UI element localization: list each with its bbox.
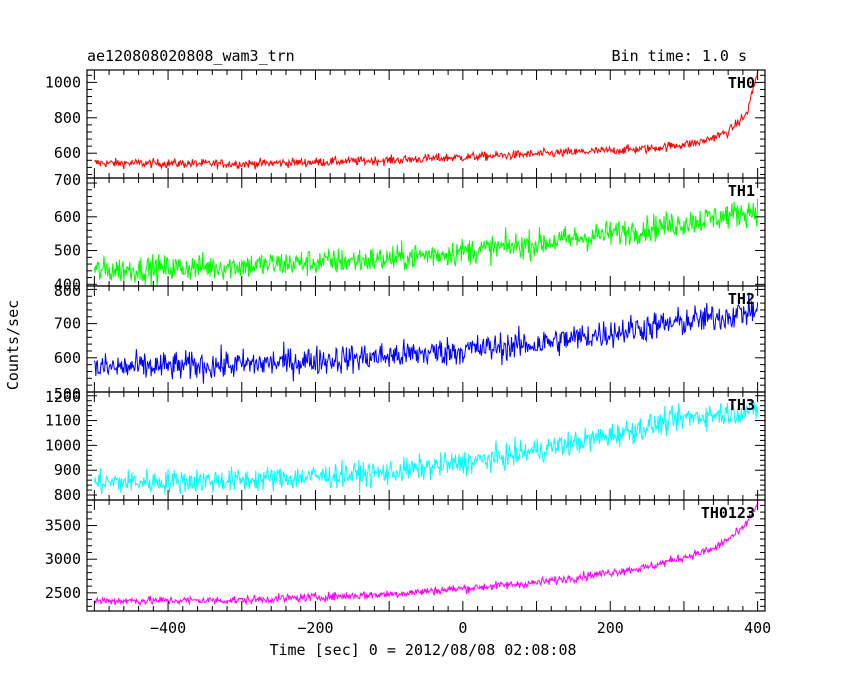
y-tick-label: 800 — [54, 486, 81, 504]
y-tick-label: 3500 — [45, 517, 81, 535]
panel-th1: 400 500 600 TH1 — [54, 177, 766, 293]
series-label-th2: TH2 — [728, 290, 755, 308]
y-tick-label: 800 — [54, 109, 81, 127]
panel-th2: 600 700 500 800 TH2 — [54, 282, 766, 403]
series-label-th0123: TH0123 — [701, 504, 755, 522]
y-axis-label: Counts/sec — [4, 300, 22, 390]
y-tick-label: 1100 — [45, 412, 81, 430]
x-tick-label: 200 — [597, 619, 624, 637]
y-tick-label: 500 — [54, 242, 81, 260]
series-line-th0 — [94, 71, 759, 170]
series-label-th0: TH0 — [728, 74, 755, 92]
panel-th0: 600 800 1000 700 TH0 — [45, 69, 766, 189]
series-line-th1 — [93, 198, 759, 286]
series-line-th3 — [93, 400, 759, 495]
x-tick-label: 400 — [744, 619, 771, 637]
y-tick-label: 500 — [54, 385, 81, 403]
series-line-th2 — [93, 292, 759, 384]
y-tick-label: 600 — [54, 208, 81, 226]
panel-th3: 800 900 1000 1100 1200 TH3 — [45, 388, 766, 504]
y-tick-label: 400 — [54, 275, 81, 293]
panel-frame — [86, 499, 766, 612]
y-tick-label: 1200 — [45, 388, 81, 406]
panel-th0123: 2500 3000 3500 TH0123 — [45, 499, 766, 612]
bin-time-label: Bin time: 1.0 s — [612, 47, 747, 65]
y-tick-label: 2500 — [45, 584, 81, 602]
y-tick-label: 1000 — [45, 73, 81, 91]
series-label-th1: TH1 — [728, 182, 755, 200]
x-tick-label: −400 — [150, 619, 186, 637]
y-tick-label: 600 — [54, 144, 81, 162]
y-tick-label: 700 — [54, 315, 81, 333]
panels: 6008001000700TH0400500600TH1600700500800… — [45, 69, 771, 637]
y-tick-label: 1000 — [45, 436, 81, 454]
y-tick-label: 900 — [54, 461, 81, 479]
x-axis-label: Time [sec] 0 = 2012/08/08 02:08:08 — [269, 641, 576, 659]
x-tick-label: −200 — [297, 619, 333, 637]
series-line-th0123 — [93, 500, 759, 607]
y-tick-label: 700 — [54, 171, 81, 189]
chart-title: ae120808020808_wam3_trn — [87, 47, 295, 65]
y-tick-label: 600 — [54, 349, 81, 367]
y-tick-label: 800 — [54, 282, 81, 300]
x-tick-label: 0 — [458, 619, 467, 637]
panel-frame — [86, 285, 766, 393]
y-tick-label: 3000 — [45, 550, 81, 568]
series-label-th3: TH3 — [728, 396, 755, 414]
